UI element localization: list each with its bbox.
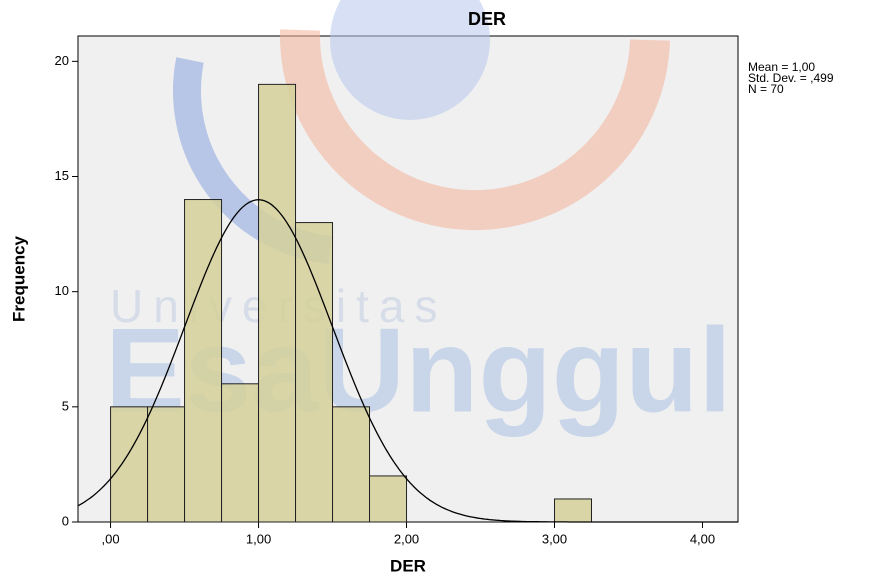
x-tick-label: ,00 [102,531,120,546]
y-tick-label: 0 [62,513,69,528]
y-tick-label: 5 [62,398,69,413]
bar [333,407,370,522]
bar [259,84,296,522]
y-tick-label: 15 [55,168,69,183]
y-tick-label: 20 [55,53,69,68]
stat-label: N = 70 [748,82,784,96]
x-tick-label: 1,00 [246,531,271,546]
bar [148,407,185,522]
x-axis-title: DER [390,556,426,575]
bar [296,223,333,522]
x-tick-label: 3,00 [542,531,567,546]
y-axis-title: Frequency [9,235,28,322]
bar [222,384,259,522]
x-tick-label: 4,00 [690,531,715,546]
bar [555,499,592,522]
x-tick-label: 2,00 [394,531,419,546]
chart-title: DER [468,9,506,29]
bar [370,476,407,522]
chart: Universitas EsaUnggul DER DER Frequency … [0,0,893,581]
bar [111,407,148,522]
y-tick-label: 10 [55,283,69,298]
